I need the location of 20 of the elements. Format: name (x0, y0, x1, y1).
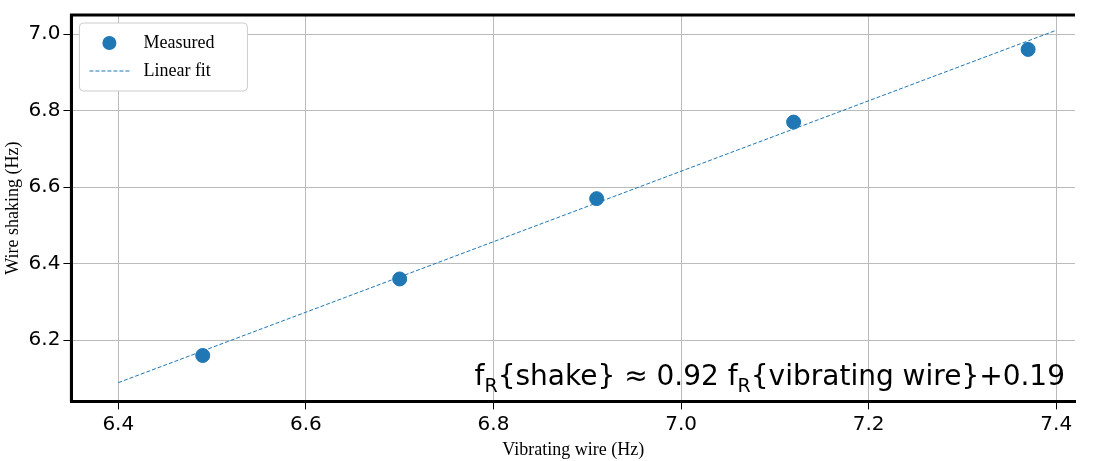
x-tick-label: 7.2 (852, 410, 885, 435)
y-tick-label: 7.0 (28, 20, 61, 45)
y-tick-label: 6.8 (28, 96, 61, 121)
x-tick-label: 7.4 (1040, 410, 1073, 435)
x-axis-title: Vibrating wire (Hz) (502, 438, 645, 460)
point (1020, 41, 1036, 57)
y-tick-label: 6.2 (28, 326, 61, 351)
y-axis-title: Wire shaking (Hz) (1, 141, 23, 275)
x-tick-label: 6.4 (102, 410, 135, 435)
x-tick-label: 6.8 (477, 410, 510, 435)
x-tick-label: 6.6 (289, 410, 322, 435)
x-tick-label: 7.0 (665, 410, 697, 435)
point (589, 191, 605, 207)
legend-label: Measured (143, 31, 215, 52)
point (392, 271, 408, 287)
legend-label: Linear fit (143, 59, 211, 80)
point (786, 114, 802, 130)
y-tick-label: 6.6 (28, 173, 61, 198)
point (195, 347, 211, 363)
y-tick-label: 6.4 (28, 249, 61, 274)
